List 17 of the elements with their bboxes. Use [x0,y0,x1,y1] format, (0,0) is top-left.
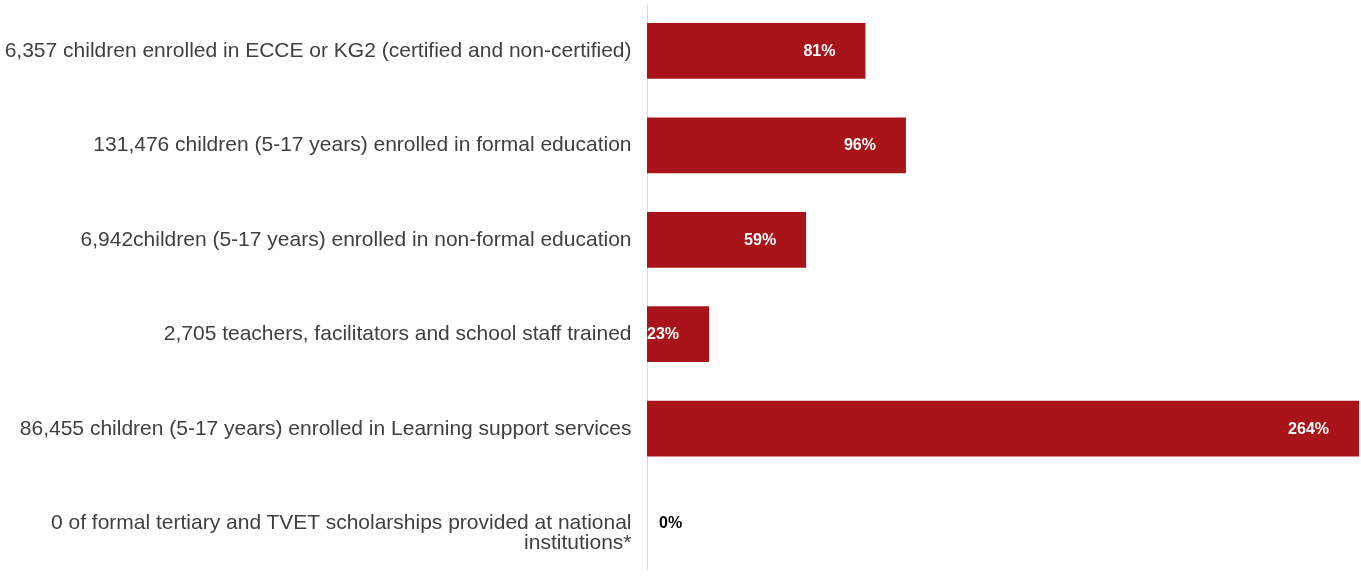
data-label: 23% [647,325,680,343]
y-tick-label: 2,705 teachers, facilitators and school staff trained [163,321,632,345]
y-tick-label: 86,455 children (5-17 years) enrolled in Learning support services [19,415,632,439]
data-label: 264% [1288,419,1329,437]
y-tick-label: 6,942children (5-17 years) enrolled in non-formal education [80,226,632,250]
data-label: 59% [744,230,777,248]
y-tick-label: 6,357 children enrolled in ECCE or KG2 (certified and non-certified) [4,37,632,61]
bar [647,400,1359,457]
bar [647,22,866,79]
data-label: 0% [659,514,683,532]
data-label: 81% [803,41,836,59]
data-label: 96% [843,136,876,154]
y-tick-label: 131,476 children (5-17 years) enrolled in formal education [93,132,632,156]
bar [647,306,710,363]
bar [647,211,807,268]
y-tick-label: 0 of formal tertiary and TVET scholarships provided at national institutions* [50,510,632,554]
bar [647,117,906,174]
